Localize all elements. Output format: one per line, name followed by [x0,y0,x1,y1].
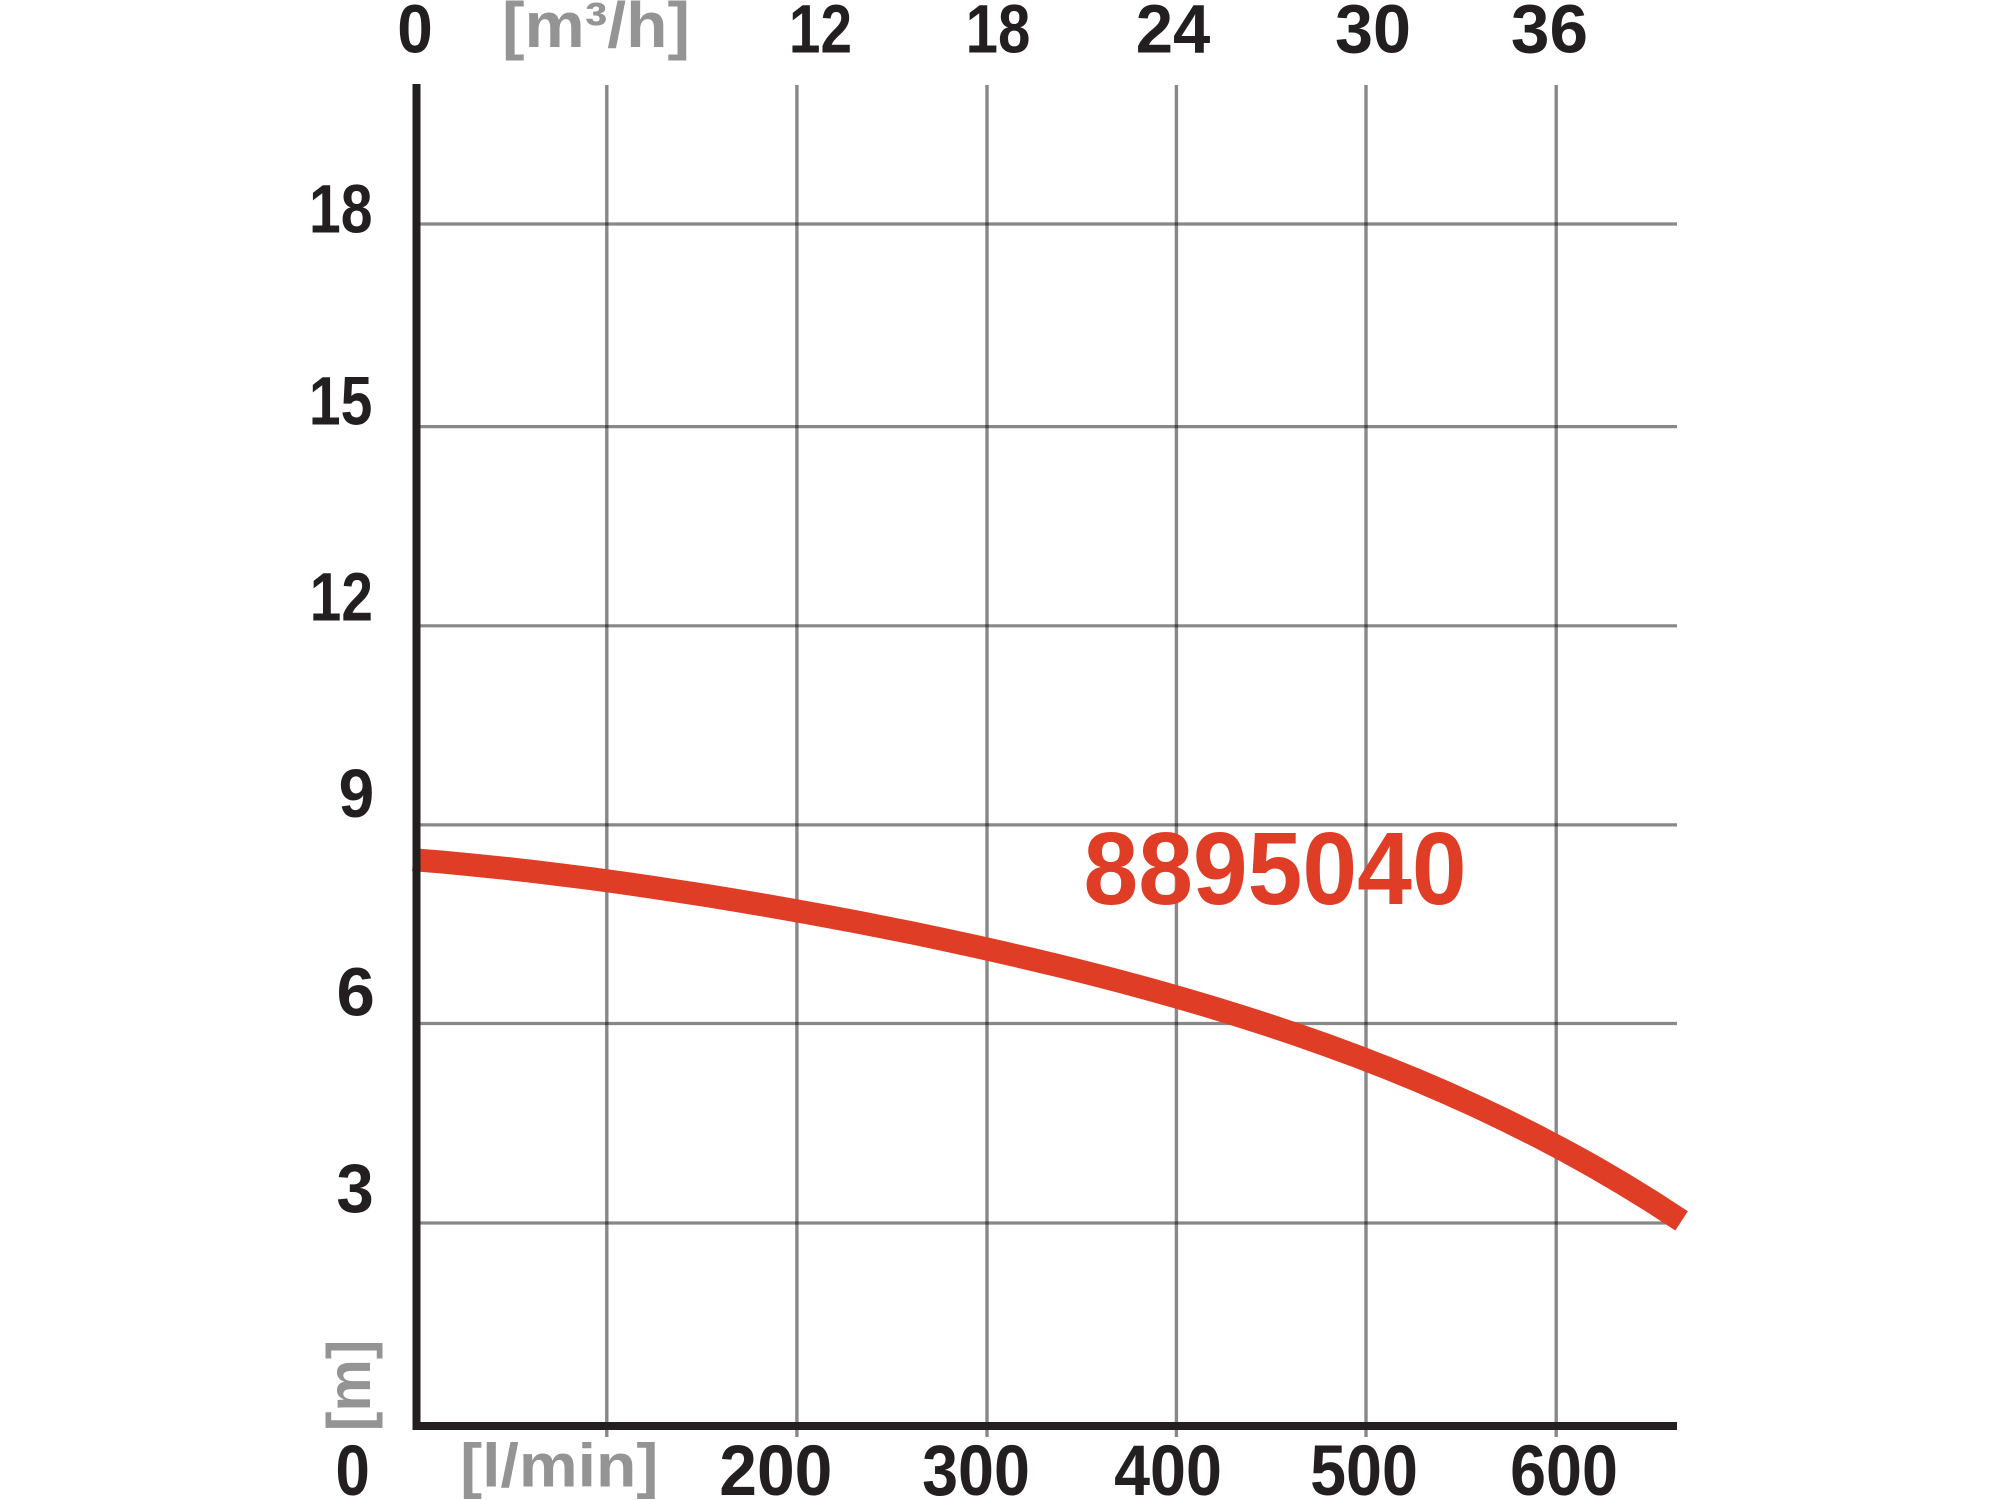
svg-text:600: 600 [1510,1432,1618,1500]
svg-text:400: 400 [1114,1432,1222,1500]
svg-text:12: 12 [789,0,852,68]
svg-text:[m³/h]: [m³/h] [502,0,690,61]
svg-text:9: 9 [339,756,375,833]
svg-text:6: 6 [337,954,375,1031]
svg-text:36: 36 [1511,0,1588,67]
svg-text:18: 18 [309,172,373,248]
svg-text:500: 500 [1310,1432,1418,1500]
svg-text:0: 0 [397,0,433,68]
svg-text:24: 24 [1136,0,1211,68]
svg-text:12: 12 [310,560,373,636]
svg-text:300: 300 [922,1432,1030,1500]
svg-text:0: 0 [336,1432,370,1500]
svg-text:18: 18 [966,0,1031,68]
svg-text:8895040: 8895040 [1083,812,1466,927]
svg-text:30: 30 [1335,0,1411,68]
svg-text:15: 15 [309,364,373,440]
svg-text:[l/min]: [l/min] [460,1432,658,1500]
svg-text:200: 200 [719,1431,832,1500]
svg-text:3: 3 [336,1150,373,1227]
svg-text:[m]: [m] [315,1340,383,1431]
